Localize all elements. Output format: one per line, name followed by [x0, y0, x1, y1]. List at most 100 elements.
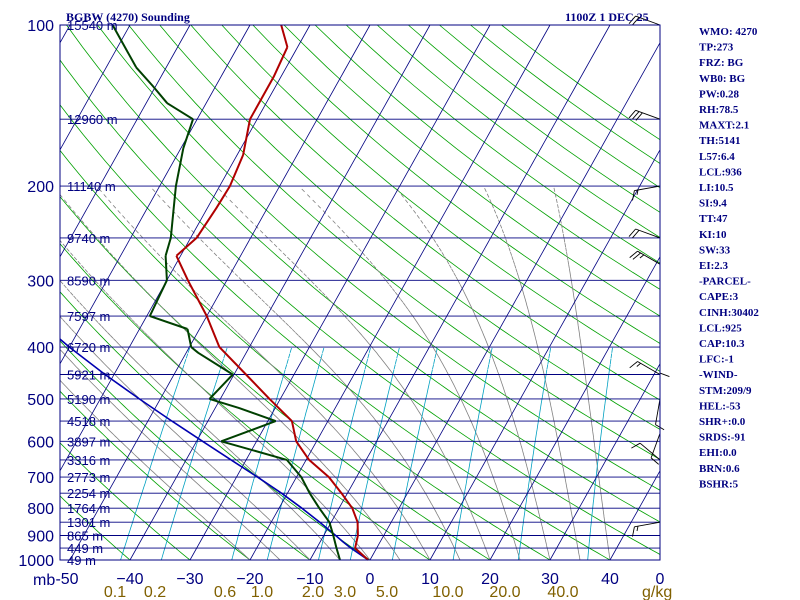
height-labels: 15540 m 12960 m 11140 m 9740 m 8590 m 7597 m 6… — [67, 18, 118, 568]
temperature-tick-label: 30 — [541, 571, 559, 588]
wind-barb — [632, 521, 661, 537]
sounding-index: SI:9.4 — [699, 198, 727, 210]
temperature-tick-label: −30 — [176, 571, 203, 588]
moist-adiabat — [394, 185, 551, 561]
height-label: 865 m — [67, 529, 103, 544]
height-label: 1301 m — [67, 515, 110, 530]
pressure-unit-label: mb — [33, 572, 55, 589]
isotherm — [429, 149, 661, 561]
temperature-tick-label: 10 — [421, 571, 439, 588]
temperature-tick-label: 0 — [366, 571, 375, 588]
mixing-ratio-line — [452, 347, 493, 561]
isotherm — [189, 24, 491, 561]
mixing-ratio-line — [160, 346, 228, 561]
dry-adiabat — [59, 196, 491, 561]
sounding-index: FRZ: BG — [699, 57, 744, 69]
dry-adiabat — [408, 24, 661, 213]
pressure-tick-label: 700 — [27, 470, 54, 487]
height-label: 3897 m — [67, 434, 110, 449]
height-label: 9740 m — [67, 231, 110, 246]
height-label: 449 m — [67, 541, 103, 556]
height-label: 7597 m — [67, 309, 110, 324]
mixing-ratio-line — [517, 347, 552, 561]
plot-frame — [59, 24, 661, 561]
mixing-ratio-line — [391, 347, 438, 561]
temperature-tick-label: -50 — [55, 571, 78, 588]
mixing-ratio-label: 0.1 — [104, 584, 126, 600]
sounding-index: STM:209/9 — [699, 385, 752, 397]
moist-adiabat — [59, 240, 371, 561]
isotherm — [609, 470, 661, 561]
pressure-tick-labels: 100 200 300 400 500 600 700 800 900 1000 — [18, 18, 54, 570]
sounding-index: LCL:925 — [699, 322, 742, 334]
sounding-index: WB0: BG — [699, 73, 746, 85]
mixing-ratio-label: 2.0 — [302, 584, 324, 600]
dry-adiabat — [314, 24, 661, 290]
moist-adiabats — [59, 185, 611, 561]
sounding-index: BSHR:5 — [699, 478, 739, 490]
mixing-ratio-line — [266, 346, 325, 561]
temperature-profile — [175, 24, 369, 561]
moist-adiabat — [483, 185, 581, 561]
sounding-index: KI:10 — [699, 229, 727, 241]
moist-adiabat — [59, 316, 311, 561]
temperature-line — [175, 24, 369, 561]
sounding-index: SRDS:-91 — [699, 432, 745, 444]
sounding-index: -PARCEL- — [699, 276, 751, 288]
pressure-tick-label: 500 — [27, 392, 54, 409]
mixing-ratio-label: 0.6 — [214, 584, 236, 600]
sounding-index: RH:78.5 — [699, 104, 739, 116]
parcel-line — [59, 338, 369, 561]
pressure-tick-label: 200 — [27, 179, 54, 196]
pressure-tick-label: 400 — [27, 340, 54, 357]
sounding-index: LI:10.5 — [699, 182, 734, 194]
mixing-ratio-label: 5.0 — [376, 584, 398, 600]
isotherms — [59, 24, 661, 561]
height-label: 12960 m — [67, 112, 118, 127]
sounding-index: TT:47 — [699, 213, 728, 225]
moist-adiabat — [59, 379, 251, 561]
dry-adiabat — [59, 150, 551, 561]
isotherm — [249, 24, 551, 561]
height-label: 15540 m — [67, 18, 118, 33]
pressure-tick-label: 300 — [27, 273, 54, 290]
mixing-ratio-line — [587, 347, 613, 561]
temperature-tick-label: 20 — [481, 571, 499, 588]
moist-adiabat — [96, 185, 431, 561]
wind-barb — [629, 250, 661, 265]
sounding-index: BRN:0.6 — [699, 463, 740, 475]
height-label: 4518 m — [67, 414, 110, 429]
dry-adiabat — [59, 495, 131, 561]
sounding-index: TP:273 — [699, 42, 734, 54]
height-label: 2254 m — [67, 486, 110, 501]
wind-barb — [629, 361, 661, 375]
mixing-ratio-label: 0.2 — [144, 584, 166, 600]
moist-adiabat — [215, 185, 491, 561]
temperature-tick-label: −40 — [116, 571, 143, 588]
sounding-index: -WIND- — [699, 369, 738, 381]
wind-barb — [628, 109, 661, 121]
sounding-index: EHI:0.0 — [699, 447, 737, 459]
dry-adiabat — [252, 24, 661, 344]
isotherm — [489, 256, 661, 561]
mixing-ratio-label: 3.0 — [334, 584, 356, 600]
isotherm — [309, 24, 611, 561]
mixing-ratio-line — [318, 346, 372, 561]
sounding-index: MAXT:2.1 — [699, 120, 749, 132]
isotherm — [59, 24, 71, 43]
height-label: 8590 m — [67, 273, 110, 288]
wind-barb — [659, 347, 670, 378]
wind-barb — [632, 185, 661, 201]
sounding-indices-panel: WMO: 4270 TP:273 FRZ: BG WB0: BG PW:0.28 RH:7… — [699, 26, 759, 490]
isotherm — [549, 363, 661, 561]
isotherm — [59, 24, 131, 150]
pressure-tick-label: 600 — [27, 434, 54, 451]
mixing-ratio-line — [120, 346, 191, 561]
mixing-ratio-unit-label: g/kg — [642, 584, 672, 600]
dry-adiabat — [59, 442, 191, 561]
height-label: 6720 m — [67, 340, 110, 355]
height-label: 5921 m — [67, 368, 110, 383]
wind-barb — [631, 442, 661, 461]
sounding-index: LFC:-1 — [699, 354, 734, 366]
dry-adiabat — [97, 24, 661, 491]
